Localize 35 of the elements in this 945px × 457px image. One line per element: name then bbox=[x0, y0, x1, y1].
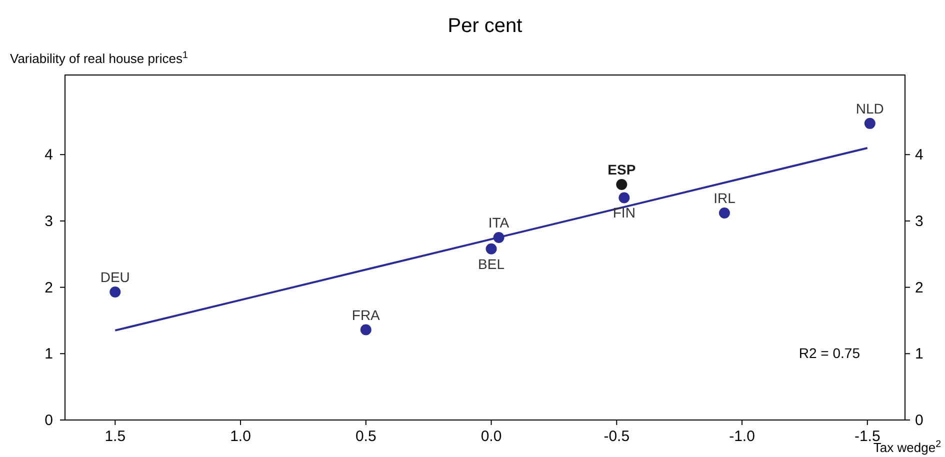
x-tick-label: 0.5 bbox=[355, 428, 376, 445]
y2-tick-label: 2 bbox=[915, 279, 924, 296]
y-tick-label: 4 bbox=[44, 146, 53, 164]
x-tick-label: 1.0 bbox=[230, 428, 251, 445]
point bbox=[718, 208, 730, 218]
y2-tick-label: 0 bbox=[915, 412, 924, 429]
point bbox=[360, 324, 372, 336]
point bbox=[618, 192, 630, 204]
x-tick-label: 0.0 bbox=[480, 428, 502, 445]
y-tick-label: 2 bbox=[44, 279, 53, 296]
annotation: FIN bbox=[612, 204, 636, 221]
chart-title: Per cent bbox=[448, 15, 523, 37]
y-tick-label: 1 bbox=[44, 346, 53, 363]
x-tick-label: -1.0 bbox=[729, 428, 755, 445]
annotation: R2 = 0.75 bbox=[798, 345, 860, 361]
x-tick-label: 1.5 bbox=[104, 428, 126, 445]
annotation: ESP bbox=[608, 161, 636, 178]
y2-tick-label: 4 bbox=[915, 146, 924, 164]
y2-tick-label: 1 bbox=[915, 346, 924, 363]
point bbox=[864, 118, 876, 129]
point bbox=[616, 178, 628, 190]
annotation: BEL bbox=[478, 256, 505, 272]
y-axis-title: Variability of real house prices$^{1}$ bbox=[10, 50, 188, 66]
annotation: ITA bbox=[488, 214, 510, 231]
point bbox=[110, 286, 121, 298]
annotation: NLD bbox=[856, 100, 884, 116]
y-tick-label: 0 bbox=[44, 412, 53, 429]
annotation: FRA bbox=[352, 306, 381, 323]
x-tick-label: -0.5 bbox=[604, 428, 630, 445]
point bbox=[493, 232, 504, 244]
y2-tick-label: 3 bbox=[915, 212, 924, 230]
y-tick-label: 3 bbox=[44, 212, 53, 230]
annotation: IRL bbox=[714, 190, 736, 206]
point bbox=[486, 243, 497, 254]
annotation: DEU bbox=[100, 268, 130, 285]
